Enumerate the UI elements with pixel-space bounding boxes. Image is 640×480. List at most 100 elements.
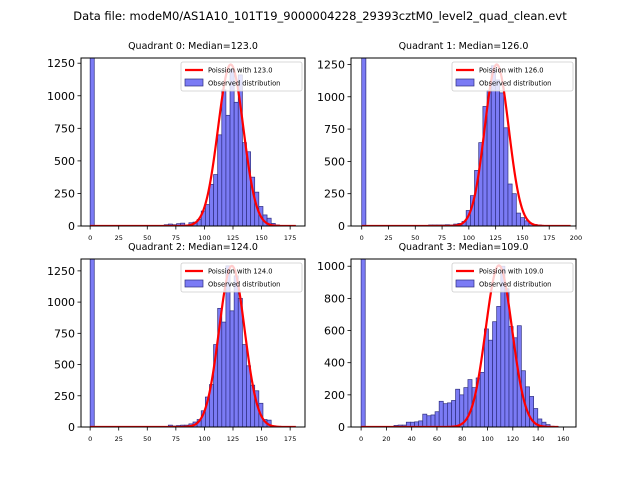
y-tick-label: 1000 [317,91,345,104]
y-tick-label: 1000 [317,260,345,273]
subplot-quadrant-2: Quadrant 2: Median=124.0 0 25 50 75 100 125 150… [47,242,306,443]
y-tick-label: 250 [54,187,75,200]
y-tick-label: 400 [324,357,345,370]
histogram-bar [492,321,498,427]
histogram-bar [496,306,502,427]
y-tick-label: 750 [54,122,75,135]
histogram-bar [438,400,444,427]
y-tick-label: 1000 [47,296,75,309]
subplot-title: Quadrant 0: Median=123.0 [128,41,258,52]
histogram-bar [422,413,428,427]
histogram-bar [508,326,514,427]
poisson-fit-line [90,63,296,226]
x-tick-label: 200 [570,234,582,242]
x-tick-label: 175 [543,234,555,242]
poisson-fit-line [361,264,559,427]
subplot-title: Quadrant 3: Median=109.0 [399,242,529,253]
histogram-bar [495,79,500,226]
histogram-bars [361,58,571,226]
x-tick-label: 50 [411,234,419,242]
legend-bar-swatch [455,279,475,288]
histogram-bar [533,408,539,427]
x-tick-label: 100 [198,234,210,242]
y-tick-label: 1000 [47,90,75,103]
y-tick-label: 250 [324,188,345,201]
y-tick-label: 200 [324,389,345,402]
histogram-bar [221,89,227,226]
legend-label-poisson: Poission with 109.0 [479,268,543,276]
histogram-bar [426,415,432,427]
x-tick-label: 80 [458,435,466,443]
subplot-quadrant-1: Quadrant 1: Median=126.0 0 25 50 75 100 125 150… [317,41,582,242]
histogram-bar [180,222,186,226]
y-tick-label: 1250 [47,57,75,70]
legend-bar-swatch [455,78,475,87]
histogram-bar [229,68,235,226]
histogram-bar [484,328,489,427]
x-tick-label: 125 [227,234,239,242]
y-tick-label: 600 [324,325,345,338]
histogram-bar [204,204,210,226]
y-tick-label: 500 [54,359,75,372]
histogram-bar [217,134,223,226]
histogram-bar [515,212,521,226]
histogram-bar [451,400,456,427]
histogram-bar [221,321,227,427]
legend-label-poisson: Poission with 126.0 [479,67,543,75]
x-tick-label: 75 [172,234,180,242]
y-tick-label: 800 [324,292,345,305]
histogram-bar [209,183,214,226]
y-tick-label: 750 [54,327,75,340]
x-tick-label: 175 [284,234,296,242]
histogram-bar [213,174,219,226]
subplot-quadrant-0: Quadrant 0: Median=123.0 0 25 50 75 100 125 150… [47,41,306,242]
x-tick-label: 175 [284,435,296,443]
y-tick-label: 1250 [317,58,345,71]
histogram-bar [237,297,243,427]
x-tick-label: 25 [115,234,123,242]
x-tick-label: 25 [115,435,123,443]
poisson-fit-line [90,264,296,427]
subplot-title: Quadrant 1: Median=126.0 [399,41,529,52]
histogram-bar [89,58,95,226]
subplots: Quadrant 0: Median=123.0 0 25 50 75 100 125 150… [47,41,582,443]
y-tick-label: 500 [54,155,75,168]
legend-label-poisson: Poission with 124.0 [208,268,272,276]
legend: Poission with 126.0 Observed distribution [451,61,574,92]
x-tick-label: 160 [557,435,569,443]
y-tick-label: 500 [324,155,345,168]
histogram-bar [499,92,505,226]
histogram-bar [430,414,436,427]
x-tick-label: 125 [489,234,501,242]
legend: Poission with 123.0 Observed distribution [180,61,303,92]
histogram-bar [361,58,367,226]
legend: Poission with 124.0 Observed distribution [180,262,303,293]
legend-bar-swatch [184,279,204,288]
x-tick-label: 150 [255,234,267,242]
axes-frame [80,57,306,227]
figure-suptitle: Data file: modeM0/AS1A10_101T19_90000042… [73,9,567,23]
x-tick-label: 25 [384,234,392,242]
x-tick-label: 75 [172,435,180,443]
x-tick-label: 60 [433,435,441,443]
histogram-bar [225,114,231,226]
legend-label-poisson: Poission with 123.0 [208,67,272,75]
y-tick-label: 0 [338,421,345,434]
y-tick-label: 0 [338,220,345,233]
histogram-bar [447,402,452,427]
x-tick-label: 100 [481,435,493,443]
x-tick-label: 0 [360,234,364,242]
legend-bar-swatch [184,78,204,87]
x-tick-label: 0 [88,234,92,242]
legend-box [180,61,303,92]
histogram-bar [488,339,493,427]
axes-frame [80,258,306,428]
x-tick-label: 125 [227,435,239,443]
histogram-bar [229,310,235,427]
histogram-bar [467,379,473,427]
histogram-bar [360,259,366,427]
x-tick-label: 100 [198,435,210,443]
histogram-bar [455,388,461,427]
histogram-bar [242,142,247,226]
